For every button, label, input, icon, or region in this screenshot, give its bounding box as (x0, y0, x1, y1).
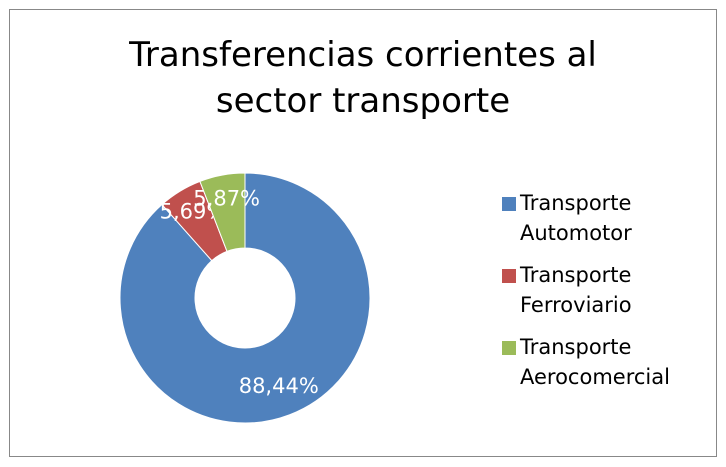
donut-slice (119, 172, 371, 424)
data-label: 5,87% (193, 187, 260, 211)
legend-label: Transporte Aerocomercial (520, 335, 670, 389)
chart-frame (9, 9, 717, 457)
data-label: 88,44% (239, 374, 319, 398)
legend-swatch (502, 269, 516, 283)
chart-title: Transferencias corrientes al sector tran… (129, 35, 597, 121)
donut-slice (199, 172, 246, 253)
legend-swatch (502, 197, 516, 211)
legend-label: Transporte Ferroviario (520, 263, 632, 317)
legend-label: Transporte Automotor (520, 191, 632, 245)
legend-swatch (502, 341, 516, 355)
